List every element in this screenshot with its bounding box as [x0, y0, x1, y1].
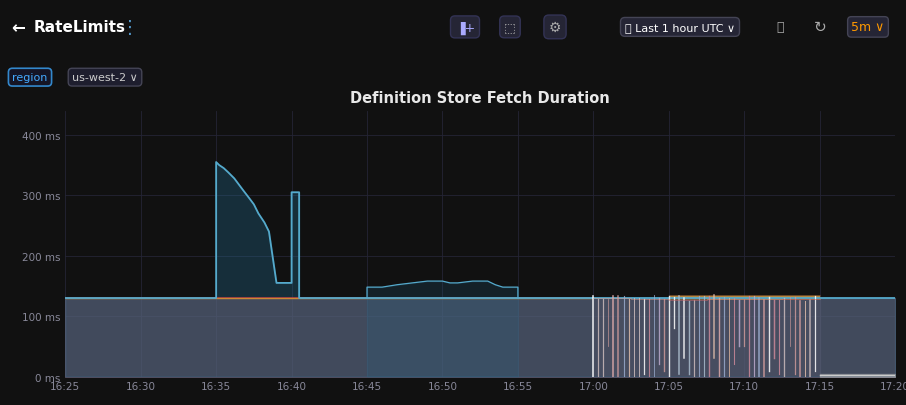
Text: region: region — [13, 73, 48, 83]
Text: ←: ← — [11, 19, 25, 37]
Text: ⚙: ⚙ — [549, 21, 561, 35]
Title: Definition Store Fetch Duration: Definition Store Fetch Duration — [351, 91, 610, 106]
Text: ⏱ Last 1 hour UTC ∨: ⏱ Last 1 hour UTC ∨ — [625, 23, 735, 33]
Text: ↻: ↻ — [814, 20, 826, 35]
Text: RateLimits: RateLimits — [34, 20, 126, 35]
Text: 5m ∨: 5m ∨ — [852, 21, 884, 34]
Text: ⋮: ⋮ — [121, 19, 139, 37]
Text: ▐+: ▐+ — [455, 21, 475, 34]
Text: ⬚: ⬚ — [504, 21, 516, 34]
Text: 🔍: 🔍 — [776, 21, 784, 34]
Text: us-west-2 ∨: us-west-2 ∨ — [72, 73, 138, 83]
